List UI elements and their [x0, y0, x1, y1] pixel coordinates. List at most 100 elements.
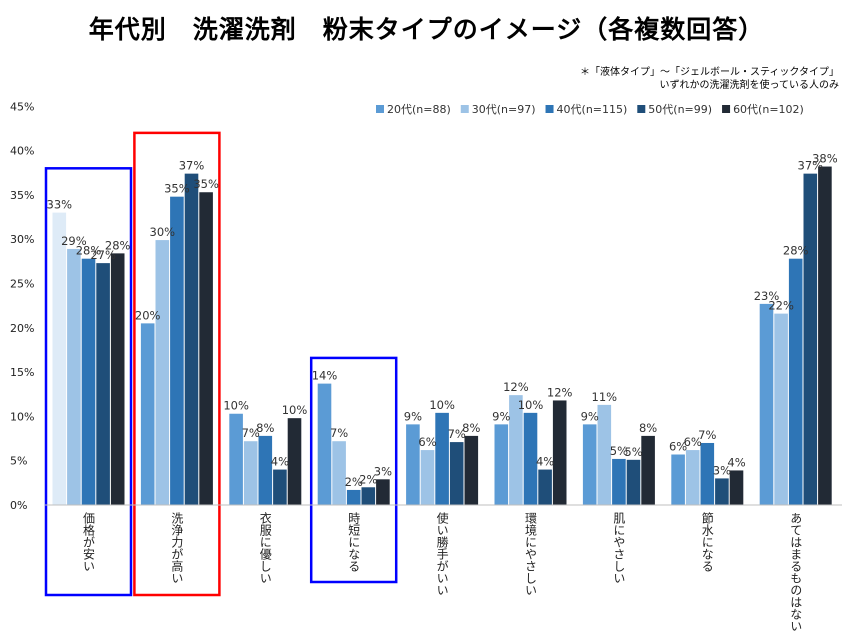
bar — [641, 435, 655, 505]
data-label: 7% — [242, 426, 260, 440]
data-label: 33% — [47, 198, 73, 212]
bar — [729, 470, 744, 505]
bar — [626, 459, 641, 505]
legend-swatch — [637, 105, 646, 113]
bar — [612, 458, 626, 505]
y-tick-label: 25% — [10, 278, 34, 291]
data-label: 30% — [150, 225, 176, 239]
data-label: 11% — [592, 390, 618, 404]
data-label: 10% — [429, 398, 455, 412]
bar — [67, 248, 81, 506]
data-label: 10% — [223, 399, 249, 413]
bar — [494, 424, 509, 505]
data-label: 10% — [518, 398, 544, 412]
bar — [184, 173, 199, 506]
legend-entry: 60代(n=102) — [733, 103, 804, 116]
footnote-line-2: いずれかの洗濯洗剤を使っている人のみ — [659, 80, 840, 91]
bar — [597, 404, 612, 505]
data-label: 9% — [492, 409, 510, 423]
y-tick-label: 0% — [10, 499, 27, 512]
bar — [110, 253, 125, 505]
data-label: 7% — [698, 428, 716, 442]
chart-legend: 20代(n=88) 30代(n=97) 40代(n=115) 50代(n=99) 60代… — [376, 103, 804, 116]
data-label: 35% — [164, 182, 190, 196]
bar — [523, 412, 538, 505]
data-label: 8% — [256, 421, 274, 435]
category-label: 衣服に優しい — [258, 511, 272, 584]
data-label: 5% — [624, 445, 642, 459]
bar — [287, 418, 302, 505]
y-tick-label: 40% — [10, 145, 34, 158]
page-title: 年代別 洗濯洗剤 粉末タイプのイメージ（各複数回答） — [88, 15, 765, 44]
bar — [376, 479, 390, 505]
data-label: 6% — [684, 435, 702, 449]
data-label: 3% — [374, 464, 392, 478]
data-label: 2% — [359, 472, 377, 486]
bar — [435, 412, 449, 505]
y-tick-label: 30% — [10, 233, 34, 246]
bar — [464, 435, 479, 505]
bar — [818, 166, 832, 505]
bar — [538, 469, 552, 505]
bar — [361, 487, 376, 505]
legend-swatch — [722, 105, 731, 113]
highlight-box — [133, 131, 221, 597]
category-label: 価格が安い — [82, 512, 96, 572]
bar — [759, 303, 774, 505]
bar — [346, 489, 361, 505]
legend-swatch — [376, 105, 384, 113]
bar — [155, 240, 170, 505]
y-tick-label: 20% — [10, 322, 34, 335]
bar — [243, 441, 258, 505]
data-label: 20% — [135, 308, 161, 322]
data-label: 9% — [404, 409, 422, 423]
data-label: 37% — [798, 159, 824, 173]
data-label: 29% — [61, 234, 87, 248]
footnote-line-1: ＊「液体タイプ」～「ジェルボール・スティックタイプ」 — [580, 67, 839, 78]
x-axis: 価格が安い 洗浄力が高い 衣服に優しい 時短になる 使い勝手がいい 環境にやさしい 肌にやさ… — [45, 504, 842, 632]
data-label: 38% — [812, 152, 838, 166]
data-label: 6% — [418, 435, 436, 449]
data-label: 22% — [768, 299, 794, 313]
bar — [332, 441, 346, 505]
data-label: 28% — [105, 238, 131, 252]
data-label: 9% — [581, 409, 599, 423]
data-label: 4% — [727, 455, 745, 469]
data-label: 37% — [179, 159, 205, 173]
data-label: 23% — [754, 289, 780, 303]
legend-swatch — [460, 105, 469, 113]
bar — [685, 450, 700, 505]
y-tick-label: 5% — [10, 455, 27, 468]
category-label: 環境にやさしい — [524, 512, 538, 596]
legend-entry: 20代(n=88) — [387, 103, 451, 116]
bar — [420, 450, 435, 505]
data-label: 5% — [610, 444, 628, 458]
bar — [317, 383, 332, 505]
category-label: 洗浄力が高い — [170, 512, 184, 584]
bar — [803, 173, 818, 506]
bar — [700, 442, 715, 505]
data-label: 10% — [282, 403, 308, 417]
category-label: 節水になる — [700, 511, 714, 572]
bar — [96, 263, 110, 505]
data-label: 12% — [503, 380, 529, 394]
bar — [170, 196, 184, 505]
data-label: 4% — [536, 455, 554, 469]
bar-series — [52, 166, 832, 506]
data-label: 27% — [90, 248, 116, 262]
category-label: 使い勝手がいい — [435, 511, 449, 596]
data-label: 28% — [783, 244, 809, 258]
data-labels: 33%29%28%27%28%20%30%35%37%35%10%7%8%4%1… — [47, 152, 838, 489]
data-label: 8% — [639, 421, 657, 435]
legend-entry: 40代(n=115) — [557, 103, 628, 116]
y-tick-label: 35% — [10, 189, 34, 202]
y-tick-label: 15% — [10, 366, 34, 379]
data-label: 14% — [312, 369, 338, 383]
bar — [52, 212, 67, 505]
data-label: 8% — [462, 421, 480, 435]
data-label: 7% — [448, 427, 466, 441]
data-label: 4% — [271, 455, 289, 469]
bar — [140, 323, 155, 505]
bar — [671, 454, 685, 505]
